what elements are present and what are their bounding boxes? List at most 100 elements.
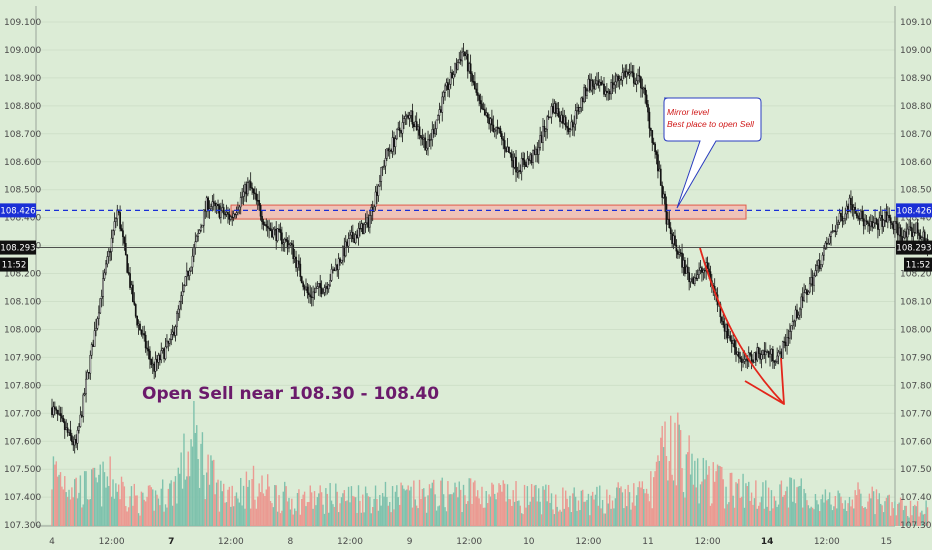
- candle-body: [381, 166, 384, 168]
- volume-bar: [150, 487, 153, 526]
- volume-bar: [160, 488, 162, 526]
- candle-body: [252, 188, 255, 194]
- countdown-tag-left-bg: [0, 257, 28, 272]
- candle-body: [415, 121, 418, 131]
- volume-bar: [535, 484, 537, 526]
- candle-body: [664, 193, 666, 205]
- volume-bar: [414, 499, 416, 526]
- candle-body: [395, 128, 398, 140]
- candle-body: [110, 237, 113, 252]
- candle-body: [124, 243, 127, 256]
- volume-bar: [366, 493, 368, 526]
- volume-bar: [120, 476, 123, 526]
- volume-bar: [444, 507, 446, 526]
- candle-body: [380, 166, 383, 182]
- volume-bar: [694, 460, 696, 526]
- volume-bar: [248, 480, 250, 526]
- volume-bar: [320, 492, 323, 526]
- volume-bar: [518, 500, 520, 526]
- volume-bar: [705, 460, 707, 526]
- candle-body: [800, 296, 803, 310]
- candle-body: [544, 128, 547, 132]
- volume-bar: [430, 488, 432, 526]
- volume-bar: [637, 487, 639, 526]
- candle-body: [351, 231, 354, 239]
- candle-body: [262, 221, 265, 225]
- volume-bar: [489, 496, 492, 526]
- candle-body: [875, 218, 878, 224]
- candle-body: [357, 227, 360, 239]
- volume-bar: [692, 484, 695, 526]
- candle-body: [200, 226, 202, 231]
- candle-body: [359, 227, 361, 230]
- candle-body: [420, 135, 422, 138]
- candle-body: [140, 329, 143, 335]
- candle-body: [898, 227, 901, 236]
- volume-bar: [332, 504, 334, 526]
- volume-bar: [657, 455, 659, 526]
- volume-bar: [156, 494, 158, 526]
- volume-bar: [529, 501, 531, 526]
- volume-bar: [638, 481, 641, 526]
- arrow-shaft: [699, 247, 785, 405]
- volume-bar: [448, 494, 451, 526]
- volume-bar: [352, 495, 354, 526]
- candle-body: [344, 241, 347, 257]
- volume-bar: [72, 497, 74, 526]
- candle-body: [105, 263, 107, 274]
- candle-body: [255, 193, 258, 201]
- candle-body: [702, 269, 705, 273]
- volume-bar: [651, 508, 653, 526]
- candle-body: [283, 238, 286, 243]
- candle-body: [491, 118, 493, 126]
- volume-bar: [759, 502, 761, 526]
- volume-bar: [245, 471, 248, 526]
- volume-bar: [925, 500, 927, 526]
- volume-bar: [677, 412, 679, 526]
- volume-bar: [254, 499, 256, 526]
- volume-bar: [884, 501, 886, 526]
- volume-bar: [434, 494, 436, 526]
- volume-bar: [733, 507, 736, 526]
- candle-body: [363, 223, 366, 235]
- candle-body: [373, 206, 375, 212]
- volume-bar: [586, 500, 588, 526]
- volume-bar: [702, 457, 705, 526]
- candle-body: [286, 240, 289, 249]
- volume-bar: [853, 508, 855, 526]
- volume-bar: [251, 479, 253, 526]
- volume-bar: [98, 474, 100, 526]
- candle-body: [801, 296, 804, 301]
- volume-bar: [506, 484, 509, 526]
- volume-bar: [106, 476, 109, 526]
- volume-bar: [135, 495, 137, 526]
- volume-bar: [682, 492, 685, 526]
- volume-bar: [775, 500, 777, 526]
- candle-body: [388, 149, 391, 152]
- candle-body: [119, 212, 121, 229]
- volume-bar: [238, 502, 241, 526]
- candle-body: [413, 123, 415, 128]
- candle-body: [693, 277, 696, 284]
- candle-body: [326, 286, 329, 290]
- candle-body: [593, 86, 595, 90]
- volume-bar: [892, 508, 895, 526]
- candle-body: [878, 217, 881, 230]
- volume-bar: [838, 493, 841, 526]
- y-tick-label: 108.200: [900, 270, 932, 280]
- candle-body: [285, 238, 287, 241]
- candle-body: [282, 242, 285, 245]
- candle-body: [95, 328, 97, 331]
- candle-body: [825, 242, 828, 245]
- volume-bar: [525, 507, 527, 526]
- volume-bar: [259, 492, 262, 526]
- volume-bar: [228, 486, 231, 526]
- candle-body: [444, 85, 446, 93]
- candle-body: [264, 224, 266, 226]
- volume-bar: [670, 415, 672, 526]
- volume-bar: [177, 467, 179, 526]
- candle-body: [644, 87, 647, 96]
- volume-bar: [271, 503, 273, 526]
- volume-bar: [652, 477, 655, 526]
- volume-bar: [167, 488, 170, 526]
